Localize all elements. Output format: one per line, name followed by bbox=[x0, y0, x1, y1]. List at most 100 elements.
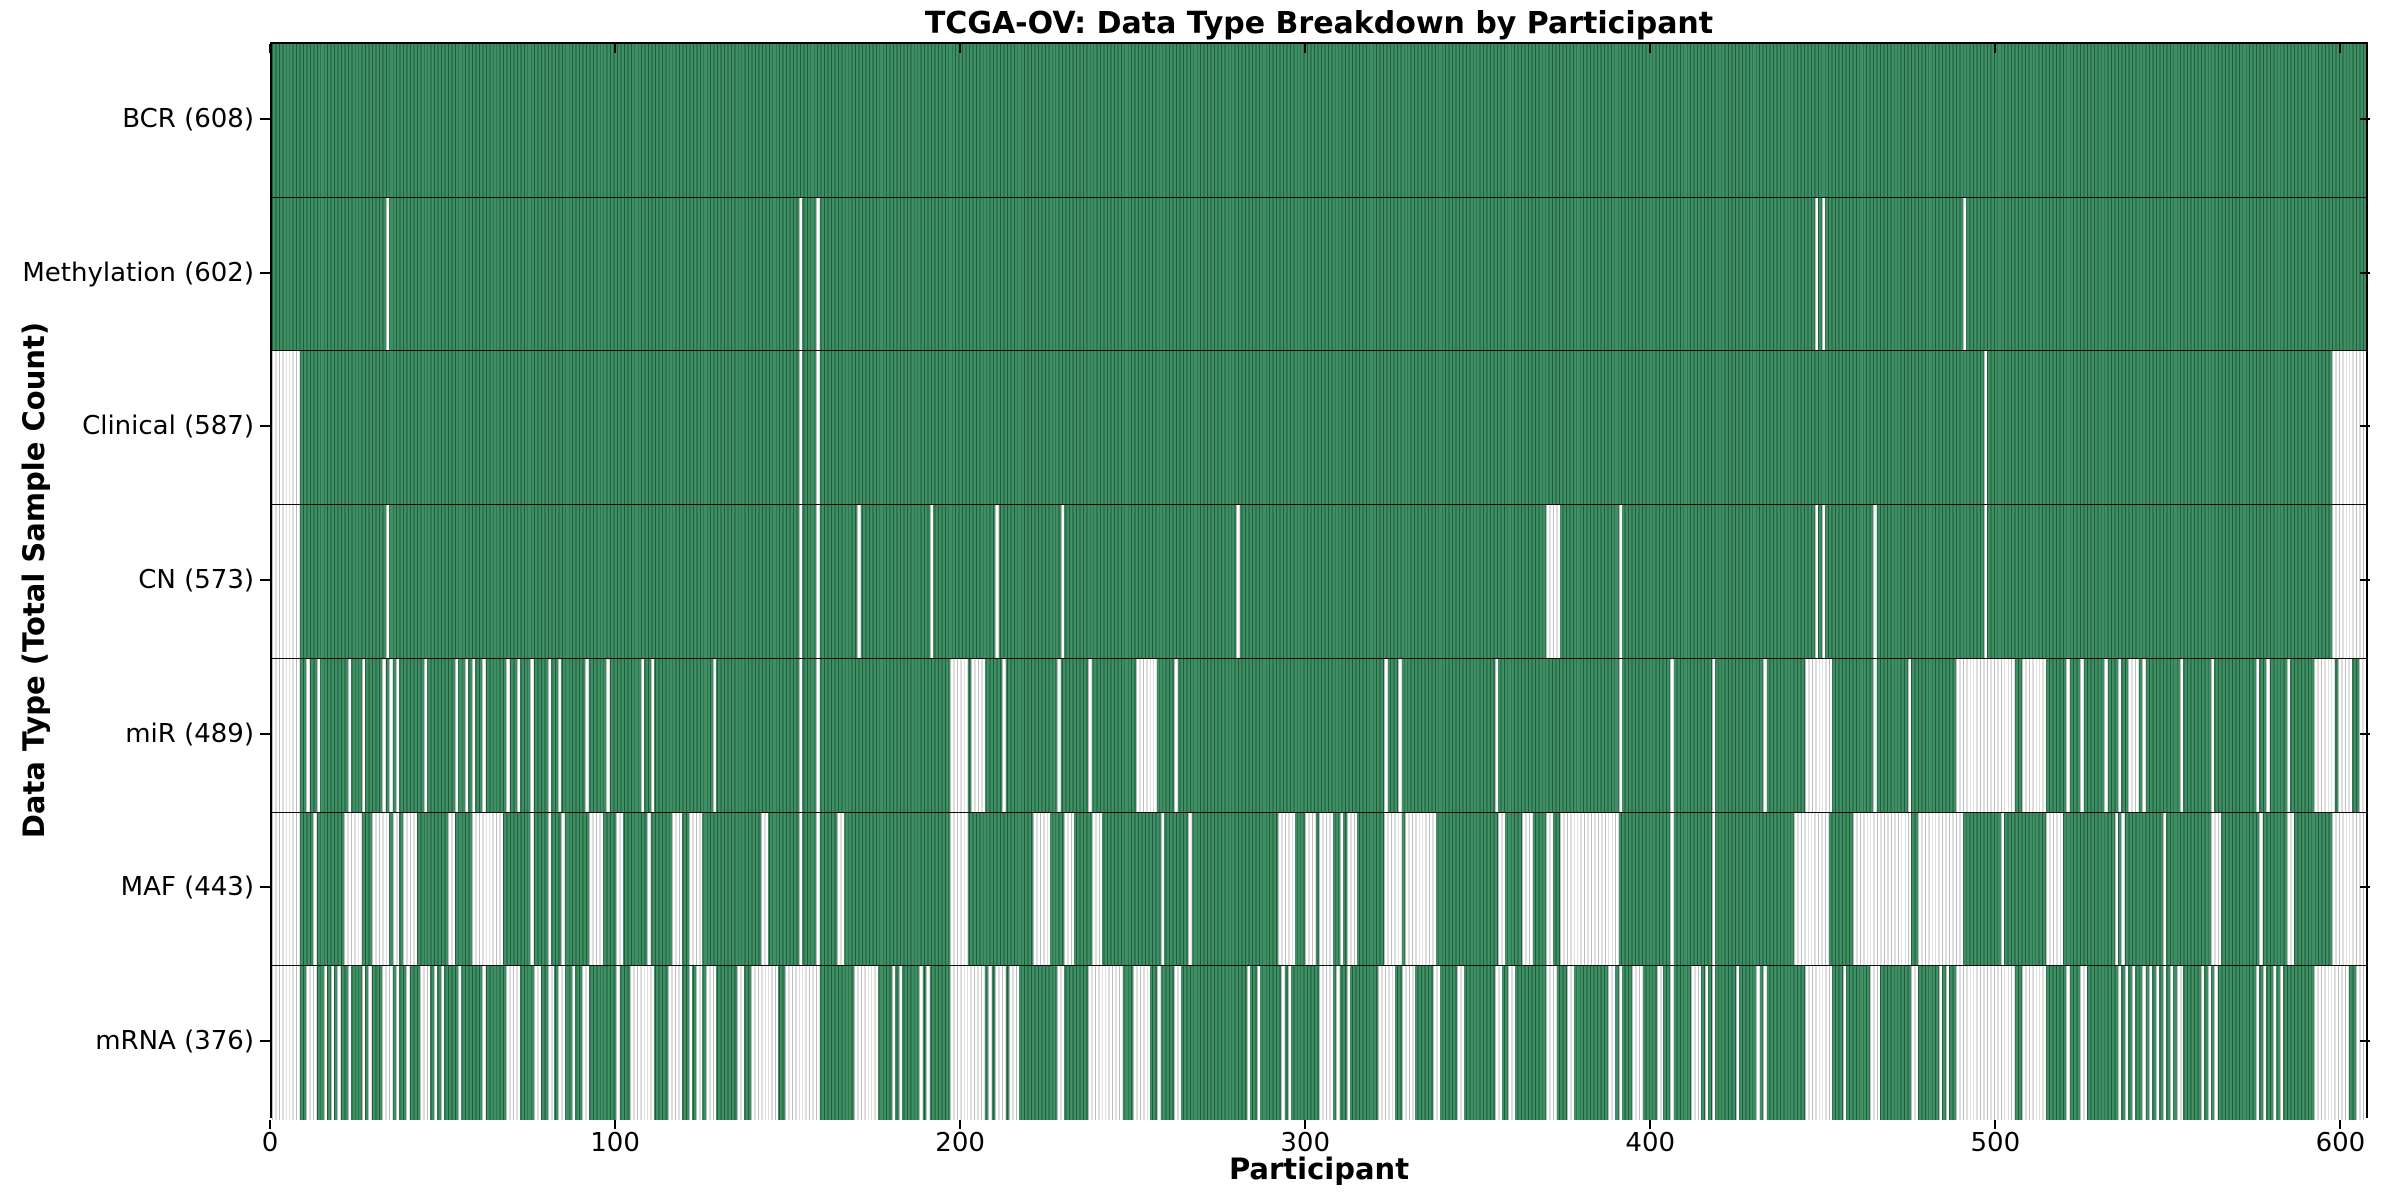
absent-block bbox=[1546, 812, 1554, 966]
absent-block bbox=[406, 966, 410, 1120]
xtick-label-300: 300 bbox=[1280, 1128, 1330, 1158]
row-mrna bbox=[272, 966, 2366, 1120]
absent-block bbox=[1319, 966, 1333, 1120]
absent-block bbox=[2331, 505, 2366, 658]
absent-block bbox=[798, 812, 803, 966]
absent-block bbox=[1907, 658, 1912, 812]
ytick-mark-right bbox=[2360, 271, 2370, 274]
absent-block bbox=[1133, 966, 1151, 1120]
absent-block bbox=[2066, 658, 2070, 812]
absent-block bbox=[1377, 966, 1395, 1120]
ytick-mark bbox=[260, 579, 270, 581]
absent-block bbox=[1632, 966, 1643, 1120]
xtick-mark-bottom bbox=[269, 1120, 271, 1129]
absent-block bbox=[1842, 966, 1846, 1120]
absent-block bbox=[2279, 966, 2284, 1120]
absent-block bbox=[1174, 966, 1182, 1120]
absent-block bbox=[1281, 966, 1285, 1120]
absent-block bbox=[464, 658, 469, 812]
absent-block bbox=[382, 658, 386, 812]
ytick-mark bbox=[260, 886, 270, 889]
ytick-label-mrna: mRNA (376) bbox=[95, 1026, 254, 1057]
plot-area: Present Absent bbox=[270, 42, 2368, 1120]
absent-block bbox=[2338, 658, 2353, 812]
absent-block bbox=[2286, 812, 2294, 966]
absent-block bbox=[2118, 966, 2122, 1120]
absent-block bbox=[1288, 966, 1292, 1120]
absent-block bbox=[272, 966, 300, 1120]
absent-block bbox=[650, 658, 655, 812]
absent-block bbox=[1821, 197, 1826, 351]
rows-container bbox=[272, 44, 2366, 1120]
absent-block bbox=[816, 197, 820, 351]
absent-block bbox=[337, 966, 341, 1120]
absent-block bbox=[1057, 966, 1065, 1120]
absent-block bbox=[2124, 966, 2129, 1120]
absent-block bbox=[2045, 812, 2063, 966]
row-clinical bbox=[272, 351, 2366, 506]
absent-block bbox=[2200, 966, 2205, 1120]
absent-block bbox=[1057, 658, 1061, 812]
absent-block bbox=[712, 658, 717, 812]
absent-block bbox=[2000, 812, 2005, 966]
absent-block bbox=[2180, 658, 2184, 812]
absent-block bbox=[1983, 351, 1988, 505]
absent-block bbox=[433, 966, 438, 1120]
absent-block bbox=[1346, 966, 1350, 1120]
xtick-mark-top bbox=[1994, 44, 1997, 53]
absent-block bbox=[2211, 658, 2215, 812]
absent-block bbox=[671, 812, 682, 966]
absent-block bbox=[402, 812, 417, 966]
absent-block bbox=[571, 966, 576, 1120]
absent-block bbox=[1384, 812, 1402, 966]
row-bcr bbox=[272, 44, 2366, 198]
absent-block bbox=[1918, 812, 1964, 966]
absent-block bbox=[2266, 658, 2270, 812]
absent-block bbox=[705, 966, 717, 1120]
absent-block bbox=[1670, 658, 1674, 812]
absent-block bbox=[1305, 812, 1316, 966]
absent-block bbox=[816, 812, 820, 966]
absent-block bbox=[950, 966, 985, 1120]
absent-block bbox=[361, 966, 365, 1120]
absent-block bbox=[2169, 966, 2174, 1120]
ytick-mark-right bbox=[2360, 732, 2370, 735]
absent-block bbox=[585, 658, 589, 812]
absent-block bbox=[561, 812, 565, 966]
absent-block bbox=[736, 966, 744, 1120]
absent-block bbox=[2273, 966, 2277, 1120]
xtick-label-400: 400 bbox=[1625, 1128, 1676, 1158]
absent-block bbox=[1670, 812, 1674, 966]
absent-block bbox=[1852, 812, 1912, 966]
absent-block bbox=[313, 812, 317, 966]
absent-block bbox=[1033, 812, 1051, 966]
xtick-label-500: 500 bbox=[1970, 1128, 2021, 1158]
xtick-label-600: 600 bbox=[2315, 1128, 2366, 1158]
absent-block bbox=[330, 966, 334, 1120]
absent-block bbox=[471, 658, 476, 812]
absent-block bbox=[1763, 966, 1767, 1120]
absent-block bbox=[2162, 812, 2167, 966]
xtick-mark-bottom bbox=[2339, 1120, 2342, 1129]
absent-block bbox=[761, 812, 768, 966]
absent-block bbox=[950, 658, 968, 812]
absent-block bbox=[395, 658, 400, 812]
xtick-mark-top bbox=[1304, 44, 1307, 53]
row-methylation bbox=[272, 197, 2366, 352]
absent-block bbox=[2131, 966, 2136, 1120]
absent-block bbox=[798, 505, 803, 658]
absent-block bbox=[816, 351, 820, 505]
absent-block bbox=[547, 966, 555, 1120]
absent-block bbox=[1690, 966, 1702, 1120]
absent-block bbox=[2331, 812, 2366, 966]
absent-block bbox=[1064, 812, 1075, 966]
absent-block bbox=[971, 658, 985, 812]
absent-block bbox=[1814, 505, 1819, 658]
absent-block bbox=[1088, 658, 1092, 812]
ytick-mark bbox=[260, 271, 270, 274]
absent-block bbox=[1873, 505, 1877, 658]
absent-block bbox=[1938, 966, 1943, 1120]
absent-block bbox=[1009, 966, 1020, 1120]
absent-block bbox=[454, 658, 458, 812]
